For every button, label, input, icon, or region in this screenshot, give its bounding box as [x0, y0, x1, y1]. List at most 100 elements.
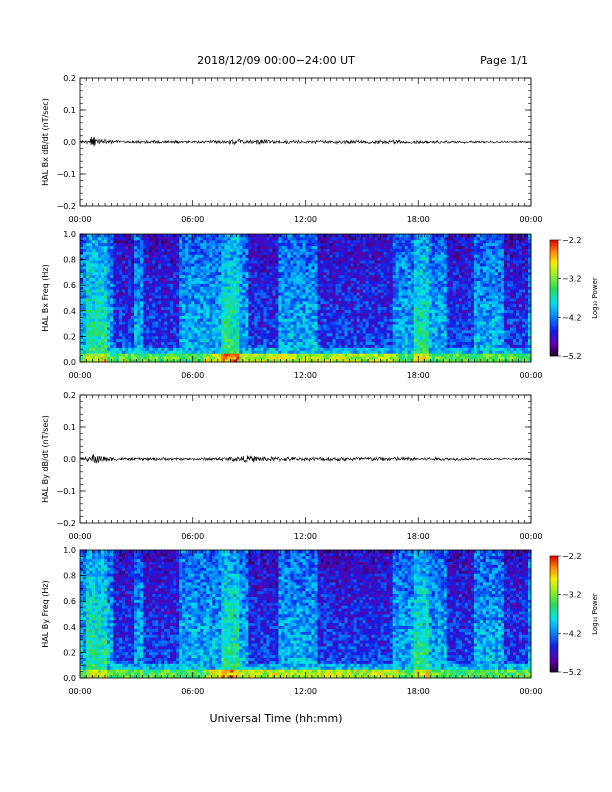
spectrogram-cell: [395, 309, 400, 313]
spectrogram-cell: [362, 318, 367, 322]
spectrogram-cell: [113, 271, 117, 276]
spectrogram-cell: [200, 260, 204, 264]
spectrogram-cell: [296, 300, 300, 305]
spectrogram-cell: [380, 298, 385, 302]
spectrogram-cell: [92, 338, 96, 343]
spectrogram-cell: [131, 338, 135, 343]
spectrogram-cell: [221, 324, 225, 328]
spectrogram-cell: [371, 303, 376, 308]
spectrogram-cell: [374, 280, 379, 284]
spectrogram-cell: [323, 295, 327, 299]
spectrogram-cell: [356, 321, 361, 325]
spectrogram-cell: [152, 327, 156, 331]
spectrogram-cell: [212, 292, 216, 296]
spectrogram-cell: [254, 347, 258, 351]
spectrogram-cell: [107, 359, 111, 363]
spectrogram-cell: [278, 347, 282, 351]
spectrogram-cell: [227, 266, 231, 270]
spectrogram-cell: [170, 295, 174, 299]
spectrogram-cell: [197, 263, 201, 267]
spectrogram-cell: [299, 321, 303, 325]
spectrogram-cell: [89, 335, 93, 340]
spectrogram-cell: [149, 335, 153, 340]
spectrogram-cell: [257, 277, 261, 281]
spectrogram-cell: [377, 332, 382, 337]
spectrogram-cell: [347, 292, 351, 296]
spectrogram-cell: [284, 280, 288, 284]
spectrogram-cell: [137, 309, 141, 313]
spectrogram-cell: [272, 324, 276, 328]
spectrogram-cell: [287, 283, 291, 287]
spectrogram-cell: [140, 298, 144, 302]
spectrogram-cell: [338, 289, 342, 293]
spectrogram-cell: [347, 239, 351, 244]
spectrogram-cell: [380, 335, 385, 340]
spectrogram-cell: [326, 332, 330, 337]
spectrogram-cell: [170, 335, 174, 340]
spectrogram-cell: [236, 335, 240, 340]
spectrogram-cell: [209, 350, 213, 354]
spectrogram-cell: [242, 254, 246, 258]
spectrogram-cell: [269, 274, 273, 279]
spectrogram-cell: [83, 277, 87, 281]
spectrogram-cell: [188, 309, 192, 313]
spectrogram-cell: [212, 295, 216, 299]
spectrogram-cell: [185, 268, 189, 273]
spectrogram-cell: [224, 350, 228, 354]
spectrogram-cell: [281, 298, 285, 302]
spectrogram-cell: [290, 292, 294, 296]
spectrogram-cell: [203, 245, 207, 249]
spectrogram-cell: [401, 350, 406, 354]
spectrogram-cell: [344, 236, 348, 241]
spectrogram-cell: [140, 257, 144, 261]
spectrogram-cell: [371, 266, 376, 270]
spectrogram-cell: [212, 263, 216, 267]
spectrogram-cell: [128, 263, 132, 267]
spectrogram-cell: [323, 327, 327, 331]
spectrogram-cell: [125, 283, 129, 287]
spectrogram-cell: [119, 315, 123, 319]
spectrogram-cell: [269, 338, 273, 343]
spectrogram-cell: [392, 309, 397, 313]
spectrogram-cell: [143, 353, 147, 357]
spectrogram-cell: [86, 327, 90, 331]
spectrogram-cell: [119, 309, 123, 313]
spectrogram-cell: [239, 263, 243, 267]
spectrogram-cell: [218, 236, 222, 241]
spectrogram-cell: [377, 315, 382, 319]
spectrogram-cell: [308, 309, 312, 313]
spectrogram-cell: [185, 347, 189, 351]
spectrogram-cell: [311, 271, 315, 276]
spectrogram-cell: [377, 263, 382, 267]
spectrogram-cell: [161, 260, 165, 264]
spectrogram-cell: [254, 236, 258, 241]
spectrogram-cell: [131, 315, 135, 319]
spectrogram-cell: [119, 356, 123, 360]
spectrogram-cell: [233, 356, 237, 360]
spectrogram-cell: [287, 341, 291, 345]
spectrogram-cell: [359, 254, 364, 258]
spectrogram-cell: [281, 300, 285, 305]
spectrogram-cell: [284, 295, 288, 299]
spectrogram-cell: [197, 332, 201, 337]
spectrogram-cell: [113, 239, 117, 244]
spectrogram-cell: [299, 350, 303, 354]
spectrogram-cell: [134, 277, 138, 281]
spectrogram-cell: [383, 300, 388, 305]
spectrogram-cell: [161, 350, 165, 354]
spectrogram-cell: [134, 239, 138, 244]
spectrogram-cell: [95, 356, 99, 360]
spectrogram-cell: [323, 321, 327, 325]
spectrogram-cell: [230, 242, 234, 247]
spectrogram-cell: [335, 309, 339, 313]
spectrogram-cell: [224, 257, 228, 261]
spectrogram-cell: [209, 332, 213, 337]
spectrogram-cell: [380, 300, 385, 305]
spectrogram-cell: [377, 312, 382, 316]
spectrogram-cell: [278, 277, 282, 281]
spectrogram-cell: [113, 254, 117, 258]
spectrogram-cell: [113, 266, 117, 270]
spectrogram-cell: [374, 359, 379, 363]
spectrogram-cell: [335, 341, 339, 345]
spectrogram-cell: [296, 344, 300, 348]
